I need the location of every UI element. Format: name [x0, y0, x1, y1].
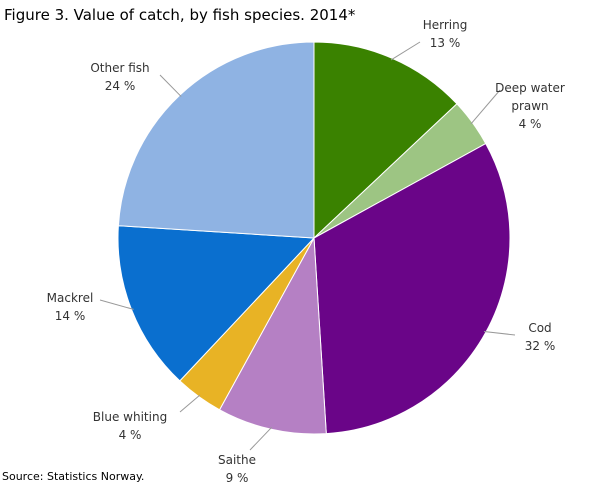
- value-label: 24 %: [104, 79, 136, 93]
- pie-slice: [313, 142, 511, 435]
- leader-line: [179, 394, 201, 413]
- value-label: 13 %: [429, 36, 461, 50]
- category-label: Blue whiting: [92, 410, 168, 424]
- value-label: 4 %: [518, 117, 542, 131]
- source-note: Source: Statistics Norway.: [2, 470, 145, 483]
- slice-label: Cod 32 %: [510, 319, 570, 355]
- leader-line: [249, 426, 273, 451]
- chart-title: Figure 3. Value of catch, by fish specie…: [4, 6, 356, 24]
- category-label: Saithe: [218, 453, 256, 467]
- leader-line: [470, 89, 501, 125]
- slice-label: Blue whiting 4 %: [80, 408, 180, 444]
- slice-label: Deep water prawn 4 %: [490, 79, 570, 133]
- leader-line: [159, 74, 182, 97]
- slice-label: Saithe 9 %: [207, 451, 267, 487]
- leader-line: [483, 330, 516, 336]
- slice-label: Herring 13 %: [400, 16, 490, 52]
- category-label: Mackrel: [46, 291, 94, 305]
- category-label: Other fish: [90, 61, 150, 75]
- category-label: Herring: [422, 18, 468, 32]
- slice-label: Other fish 24 %: [80, 59, 160, 95]
- value-label: 32 %: [524, 339, 556, 353]
- leader-line: [390, 41, 421, 61]
- value-label: 14 %: [54, 309, 86, 323]
- pie-slice: [313, 41, 458, 240]
- value-label: 9 %: [225, 471, 249, 485]
- category-label: Deep water prawn: [495, 81, 565, 113]
- pie-slice: [218, 236, 327, 435]
- value-label: 4 %: [118, 428, 142, 442]
- leader-line: [99, 299, 134, 310]
- slice-label: Mackrel 14 %: [40, 289, 100, 325]
- category-label: Cod: [528, 321, 552, 335]
- pie-slice: [117, 225, 316, 382]
